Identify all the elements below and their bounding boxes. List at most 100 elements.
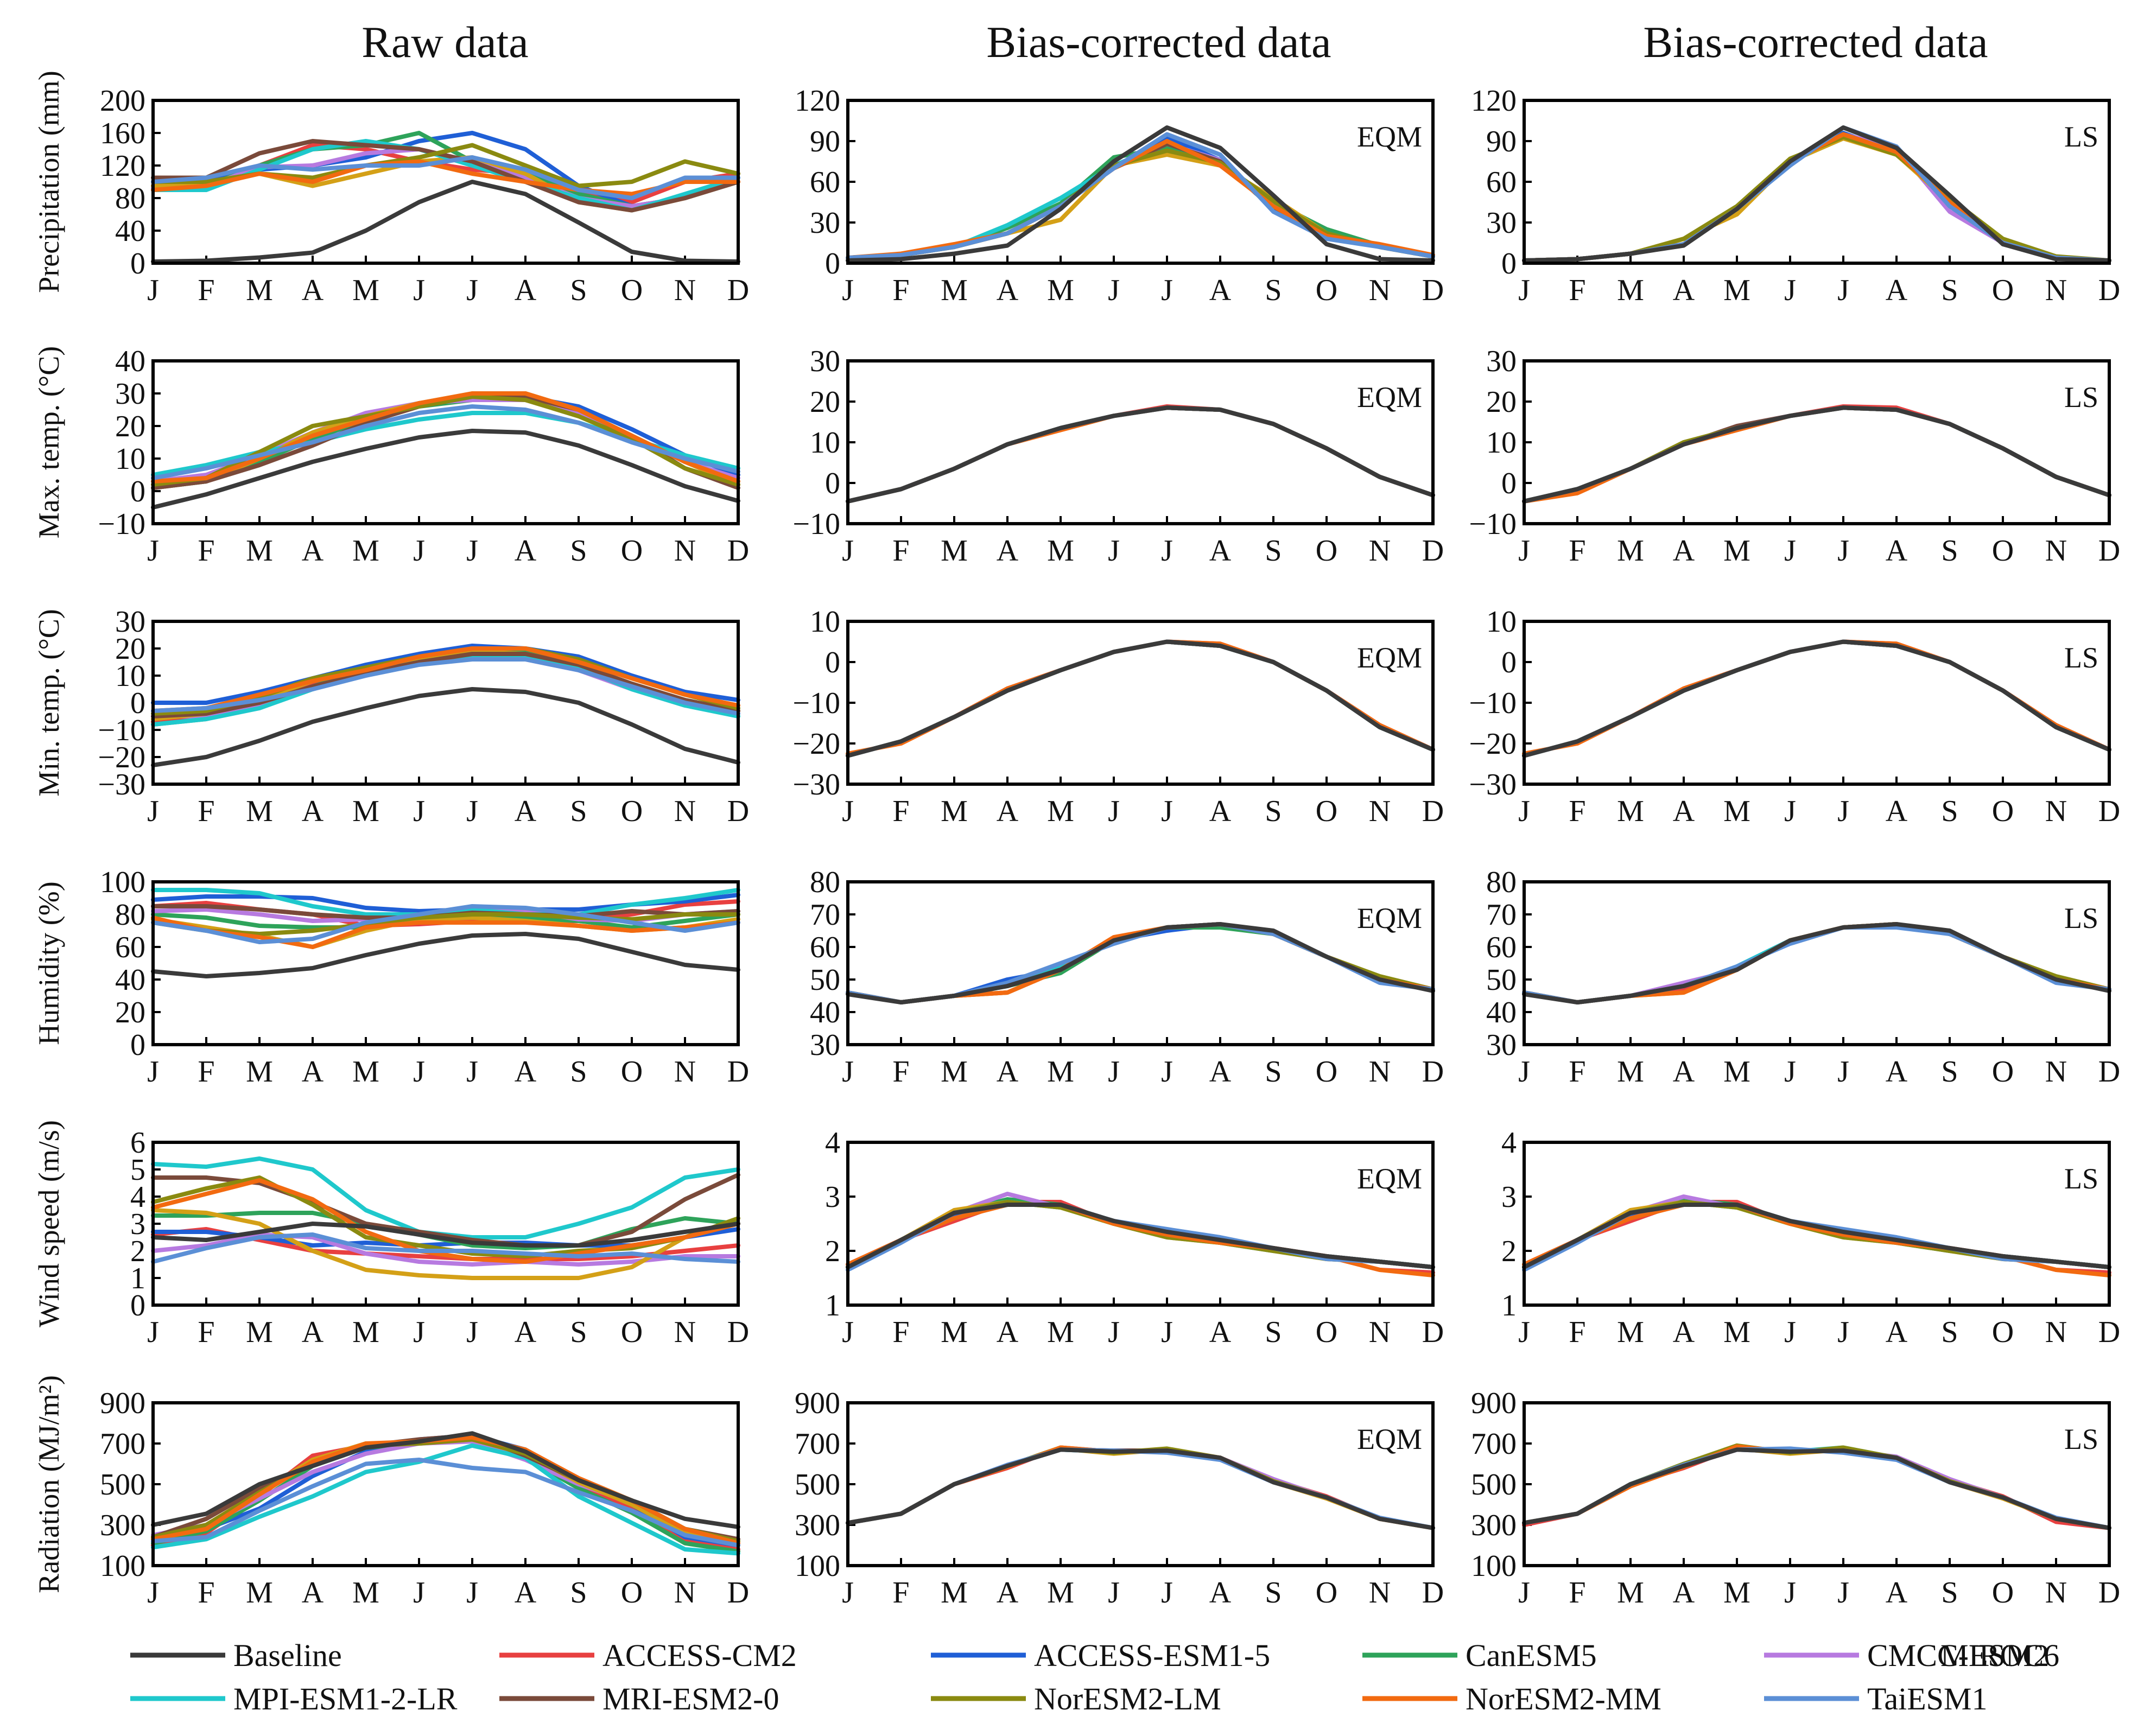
column-title-1: Bias-corrected data xyxy=(986,17,1331,67)
y-tick-label: 60 xyxy=(810,931,840,964)
y-tick-label: −30 xyxy=(1469,768,1517,802)
x-tick-label: M xyxy=(1617,274,1644,307)
x-tick-label: M xyxy=(1047,1055,1074,1089)
y-tick-label: 30 xyxy=(1486,1028,1517,1062)
y-axis-label: Humidity (%) xyxy=(33,881,65,1045)
x-tick-label: N xyxy=(674,1576,696,1610)
x-tick-label: J xyxy=(842,534,854,568)
series-line-ACCESS-CM2 xyxy=(1522,1445,2111,1530)
series-line-MIROC6 xyxy=(1522,405,2111,504)
series-line-CanESM5 xyxy=(1522,136,2111,263)
y-tick-label: 0 xyxy=(1501,247,1517,281)
plot-frame xyxy=(1523,359,2111,525)
series-line-NorESM2-LM xyxy=(846,405,1435,504)
method-label: EQM xyxy=(1357,902,1422,934)
y-tick-label: −20 xyxy=(1469,727,1517,761)
x-tick-label: M xyxy=(1723,1055,1750,1089)
y-tick-label: 200 xyxy=(100,84,145,118)
series-line-ACCESS-ESM1-5 xyxy=(846,639,1435,758)
series-line-MPI-ESM1-2-LR xyxy=(846,405,1435,504)
x-tick-label: O xyxy=(1992,1055,2014,1089)
x-tick-label: M xyxy=(352,274,379,307)
series-line-TaiESM1 xyxy=(151,404,740,480)
x-tick-label: S xyxy=(570,794,587,828)
y-tick-label: 40 xyxy=(1486,996,1517,1029)
x-tick-label: J xyxy=(1837,274,1849,307)
x-tick-label: A xyxy=(1886,1576,1908,1610)
series-line-Baseline xyxy=(151,1431,740,1529)
y-tick-label: 0 xyxy=(825,646,840,679)
x-tick-label: D xyxy=(727,794,749,828)
method-label: LS xyxy=(2064,1162,2098,1195)
x-tick-label: A xyxy=(302,274,324,307)
series-line-MPI-ESM1-2-LR xyxy=(846,639,1435,758)
x-tick-label: M xyxy=(1617,1576,1644,1610)
x-tick-label: D xyxy=(2098,534,2120,568)
x-tick-label: F xyxy=(198,1576,214,1610)
series-line-MIROC6 xyxy=(151,1208,740,1280)
plot-frame xyxy=(1523,620,2111,786)
x-tick-label: A xyxy=(1673,794,1695,828)
y-tick-label: −10 xyxy=(98,507,145,541)
series-line-NorESM2-MM xyxy=(1522,405,2111,504)
x-tick-label: M xyxy=(941,1055,968,1089)
x-tick-label: D xyxy=(1422,1055,1444,1089)
x-tick-label: O xyxy=(1316,1576,1337,1610)
method-label: LS xyxy=(2064,1423,2098,1455)
legend-label: ACCESS-CM2 xyxy=(602,1638,797,1673)
legend-item-CanESM5: CanESM5 xyxy=(1362,1638,1597,1673)
x-tick-label: S xyxy=(1265,534,1282,568)
x-tick-label: J xyxy=(1161,1315,1173,1349)
y-tick-label: 700 xyxy=(795,1427,840,1461)
x-tick-label: M xyxy=(352,1576,379,1610)
x-tick-label: A xyxy=(515,1055,537,1089)
x-tick-label: D xyxy=(727,1315,749,1349)
plot-frame xyxy=(1523,1401,2111,1567)
x-tick-label: J xyxy=(1784,1315,1796,1349)
series-line-Baseline xyxy=(1522,1447,2111,1530)
y-tick-label: 4 xyxy=(1501,1126,1517,1160)
y-tick-label: 20 xyxy=(810,385,840,419)
x-tick-label: J xyxy=(1518,1576,1530,1610)
y-tick-label: 20 xyxy=(1486,385,1517,419)
x-tick-label: A xyxy=(1673,1576,1695,1610)
column-title-0: Raw data xyxy=(361,17,528,67)
x-tick-label: S xyxy=(1941,534,1958,568)
y-tick-label: 120 xyxy=(100,149,145,183)
x-tick-label: J xyxy=(147,534,159,568)
x-tick-label: J xyxy=(1108,274,1120,307)
y-tick-label: −20 xyxy=(98,741,145,774)
x-tick-label: D xyxy=(727,274,749,307)
y-tick-label: 0 xyxy=(825,467,840,500)
x-tick-label: M xyxy=(941,1315,968,1349)
series-line-Baseline xyxy=(846,125,1435,263)
y-tick-label: 0 xyxy=(130,247,145,281)
x-tick-label: S xyxy=(570,1576,587,1610)
y-tick-label: 160 xyxy=(100,117,145,150)
plot-frame xyxy=(1523,1141,2111,1307)
plot-frame xyxy=(846,359,1435,525)
y-tick-label: 900 xyxy=(795,1387,840,1420)
x-tick-label: M xyxy=(246,274,273,307)
legend-item-TaiESM1: TaiESM1 xyxy=(1764,1681,1988,1716)
series-line-NorESM2-MM xyxy=(846,1203,1435,1277)
x-tick-label: D xyxy=(1422,1576,1444,1610)
series-line-ACCESS-CM2 xyxy=(846,404,1435,504)
x-tick-label: A xyxy=(1886,274,1908,307)
x-tick-label: J xyxy=(1161,1055,1173,1089)
x-tick-label: N xyxy=(2045,1055,2067,1089)
plot-frame xyxy=(151,1401,740,1567)
x-tick-label: J xyxy=(413,534,425,568)
y-axis-label: Max. temp. (°C) xyxy=(33,346,65,539)
series-line-MRI-ESM2-0 xyxy=(846,639,1435,758)
x-tick-label: J xyxy=(1108,1576,1120,1610)
legend-label: NorESM2-LM xyxy=(1034,1681,1221,1716)
x-tick-label: A xyxy=(302,534,324,568)
x-tick-label: F xyxy=(892,794,909,828)
y-tick-label: 300 xyxy=(100,1509,145,1542)
x-tick-label: J xyxy=(1161,534,1173,568)
x-tick-label: F xyxy=(198,274,214,307)
